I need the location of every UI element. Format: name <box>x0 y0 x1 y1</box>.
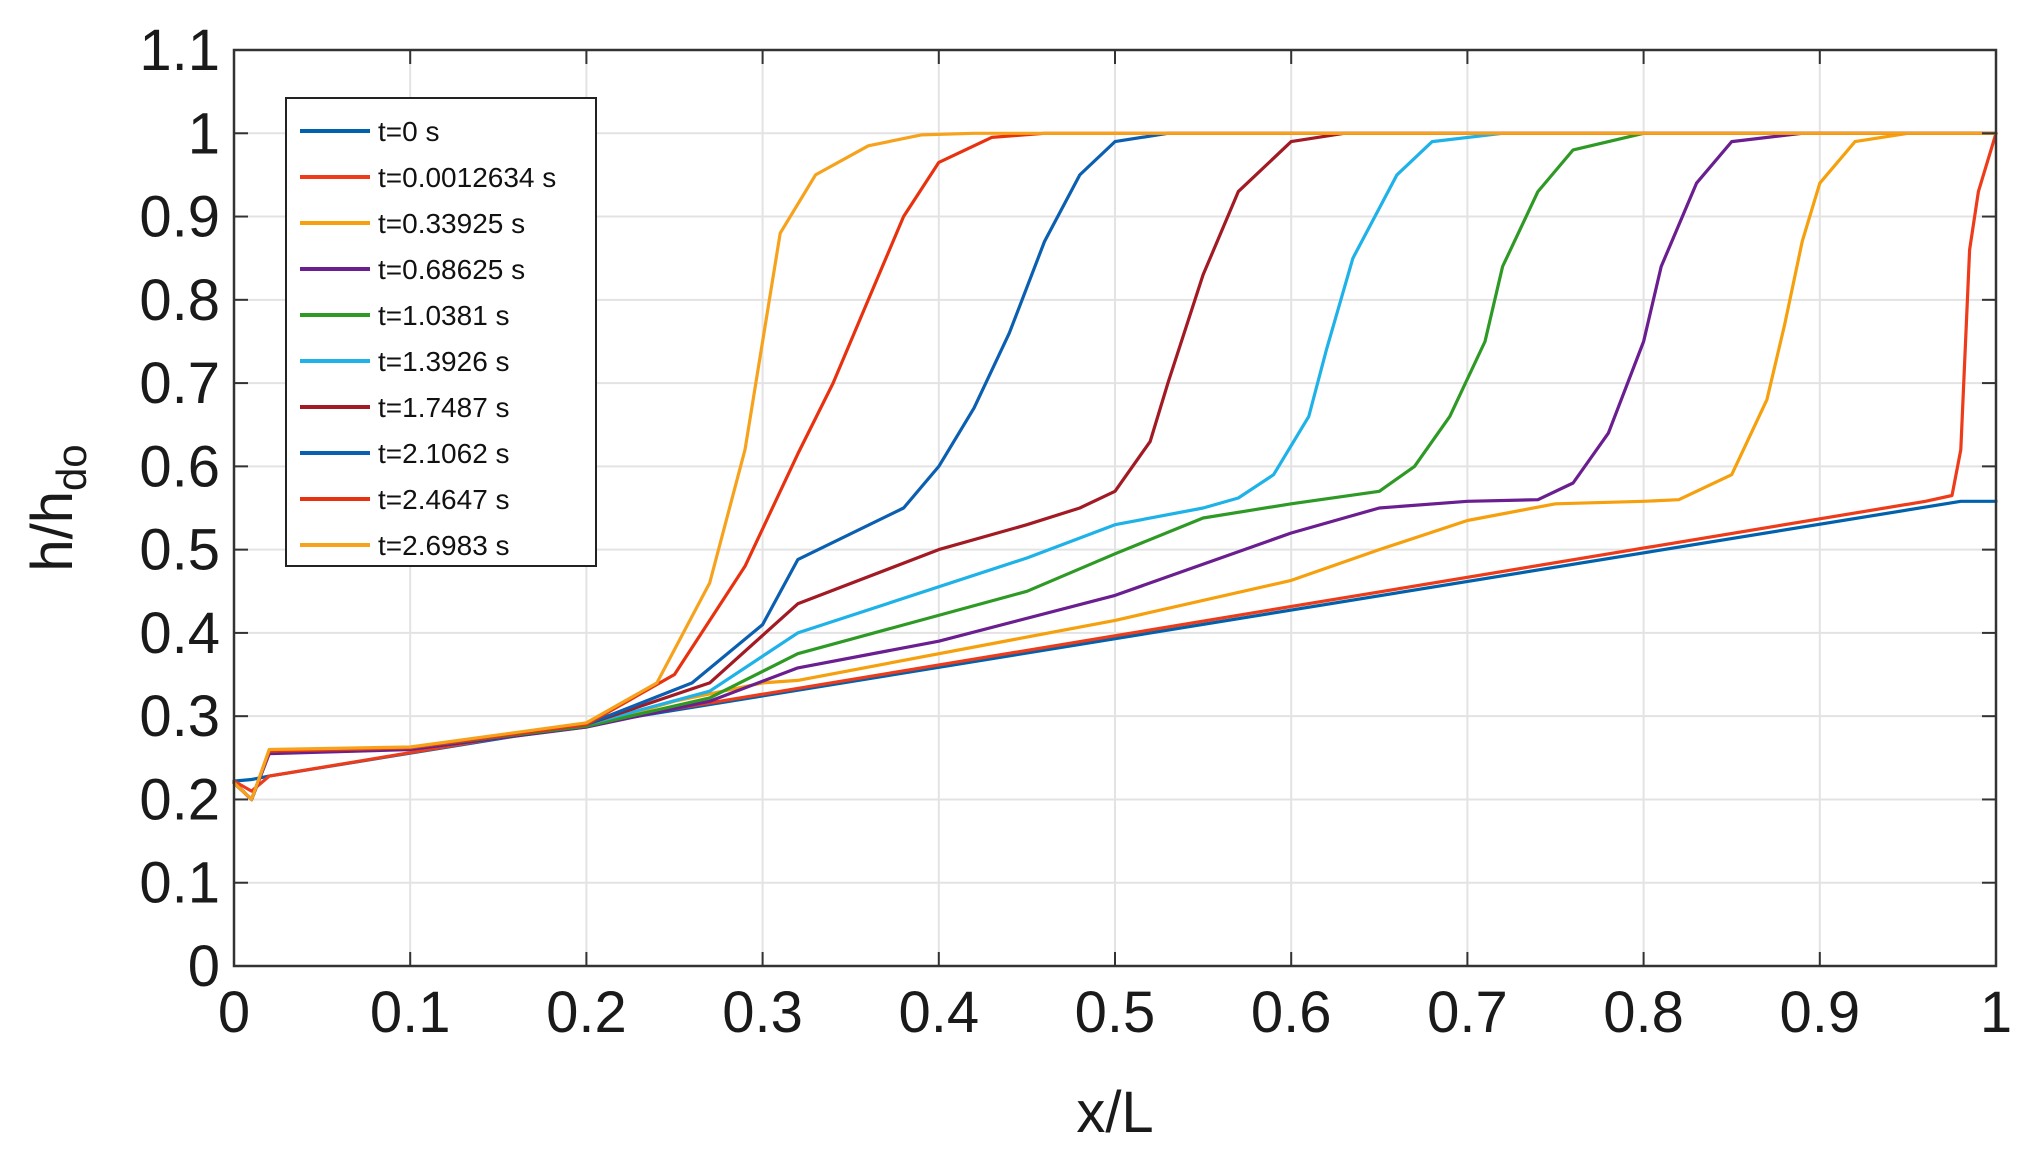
x-tick-label: 0.9 <box>1779 980 1860 1045</box>
legend-label-3: t=0.68625 s <box>378 254 525 285</box>
y-tick-label: 0.2 <box>139 767 220 832</box>
y-tick-label: 0.8 <box>139 268 220 333</box>
legend-label-8: t=2.4647 s <box>378 484 510 515</box>
y-tick-label: 1 <box>188 101 220 166</box>
y-tick-label: 0.7 <box>139 351 220 416</box>
series-group <box>232 131 1998 802</box>
x-tick-label: 0 <box>218 980 250 1045</box>
legend-label-4: t=1.0381 s <box>378 300 510 331</box>
y-tick-label: 0.1 <box>139 851 220 916</box>
y-tick-label: 0 <box>188 934 220 999</box>
y-axis-label-subscript: do <box>48 444 95 491</box>
x-tick-label: 0.2 <box>546 980 627 1045</box>
y-tick-label: 0.3 <box>139 684 220 749</box>
legend-label-0: t=0 s <box>378 116 439 147</box>
y-tick-label: 0.9 <box>139 185 220 250</box>
x-tick-label: 0.3 <box>722 980 803 1045</box>
x-tick-label: 0.5 <box>1075 980 1156 1045</box>
x-tick-label: 0.6 <box>1251 980 1332 1045</box>
legend-label-9: t=2.6983 s <box>378 530 510 561</box>
legend: t=0 s t=0.0012634 s t=0.33925 s t=0.68625 s… <box>285 97 597 567</box>
legend-label-5: t=1.3926 s <box>378 346 510 377</box>
y-axis-label: h/hdo <box>20 444 95 571</box>
legend-label-2: t=0.33925 s <box>378 208 525 239</box>
y-tick-label: 0.5 <box>139 518 220 583</box>
x-tick-label: 1 <box>1980 980 2012 1045</box>
legend-label-6: t=1.7487 s <box>378 392 510 423</box>
x-tick-label: 0.4 <box>898 980 979 1045</box>
y-tick-label: 1.1 <box>139 18 220 83</box>
y-tick-label: 0.4 <box>139 601 220 666</box>
x-tick-label: 0.8 <box>1603 980 1684 1045</box>
y-axis-label-main: h/h <box>20 491 85 572</box>
x-tick-label: 0.7 <box>1427 980 1508 1045</box>
series-line-9 <box>232 131 1998 802</box>
legend-label-7: t=2.1062 s <box>378 438 510 469</box>
x-tick-label: 0.1 <box>370 980 451 1045</box>
ticks: 0 0.1 0.2 0.3 0.4 0.5 0.6 0.7 0.8 0.9 1 0 0.1 0.2 0.3 0… <box>139 18 2012 1045</box>
x-axis-label: x/L <box>1076 1080 1153 1145</box>
legend-label-1: t=0.0012634 s <box>378 162 556 193</box>
y-tick-label: 0.6 <box>139 434 220 499</box>
